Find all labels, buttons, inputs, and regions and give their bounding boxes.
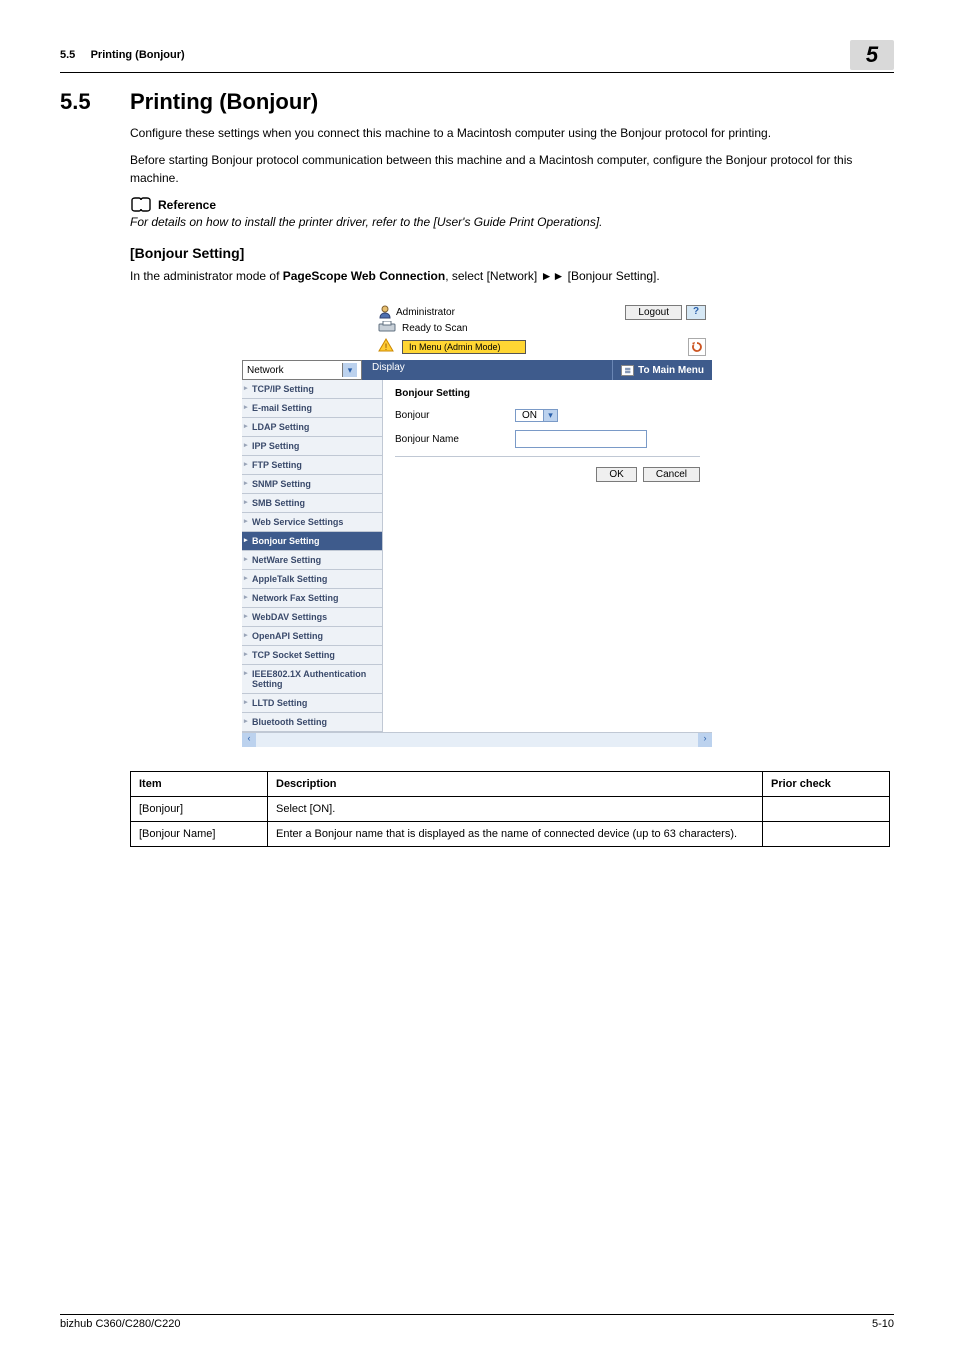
paragraph-1: Configure these settings when you connec… — [130, 125, 894, 142]
table-cell — [763, 822, 890, 847]
sidebar-item[interactable]: LDAP Setting — [242, 418, 382, 437]
panel-toolbar: Network ▾ Display ≣ To Main Menu — [242, 360, 712, 380]
sidebar-item[interactable]: OpenAPI Setting — [242, 627, 382, 646]
refresh-button[interactable] — [688, 338, 706, 356]
bonjour-select[interactable]: ON ▾ — [515, 409, 558, 422]
reference-icon — [130, 197, 152, 213]
chevron-down-icon: ▾ — [543, 410, 557, 421]
table-header-row: Item Description Prior check — [131, 772, 890, 797]
printer-icon — [378, 321, 398, 336]
ready-line: Ready to Scan — [378, 321, 526, 336]
main-menu-button[interactable]: ≣ To Main Menu — [612, 360, 712, 380]
table-row: [Bonjour Name]Enter a Bonjour name that … — [131, 822, 890, 847]
main-menu-icon: ≣ — [621, 365, 634, 376]
content-area: Bonjour Setting Bonjour ON ▾ Bonjour Nam… — [383, 380, 712, 732]
sidebar-item[interactable]: FTP Setting — [242, 456, 382, 475]
running-header: 5.5 Printing (Bonjour) 5 — [60, 40, 894, 73]
administrator-label: Administrator — [396, 307, 455, 318]
sidebar-item[interactable]: Bluetooth Setting — [242, 713, 382, 732]
scroll-left-icon[interactable]: ‹ — [242, 733, 256, 747]
sidebar-item[interactable]: Bonjour Setting — [242, 532, 382, 551]
sidebar-item[interactable]: Web Service Settings — [242, 513, 382, 532]
admin-line: Administrator — [378, 305, 526, 319]
chapter-badge: 5 — [850, 40, 894, 70]
ready-label: Ready to Scan — [402, 323, 468, 334]
menu-mode-label: In Menu (Admin Mode) — [402, 340, 526, 354]
category-dropdown-value: Network — [247, 365, 284, 376]
button-row: OK Cancel — [395, 467, 700, 482]
table-cell — [763, 797, 890, 822]
table-header: Prior check — [763, 772, 890, 797]
menu-mode-line: ! In Menu (Admin Mode) — [378, 338, 526, 355]
bonjour-name-row: Bonjour Name — [395, 430, 700, 448]
table-header: Description — [268, 772, 763, 797]
sidebar-item[interactable]: LLTD Setting — [242, 694, 382, 713]
bonjour-label: Bonjour — [395, 410, 515, 421]
sidebar-item[interactable]: Network Fax Setting — [242, 589, 382, 608]
header-section-title: Printing (Bonjour) — [91, 49, 185, 61]
running-header-left: 5.5 Printing (Bonjour) — [60, 49, 185, 61]
display-button[interactable]: Display — [362, 360, 415, 380]
bonjour-row: Bonjour ON ▾ — [395, 409, 700, 422]
table-row: [Bonjour]Select [ON]. — [131, 797, 890, 822]
sidebar-item[interactable]: SNMP Setting — [242, 475, 382, 494]
reference-text: For details on how to install the printe… — [130, 215, 894, 229]
footer-right: 5-10 — [872, 1318, 894, 1330]
divider — [395, 456, 700, 457]
sidebar-item[interactable]: SMB Setting — [242, 494, 382, 513]
sidebar-item[interactable]: NetWare Setting — [242, 551, 382, 570]
table-cell: [Bonjour] — [131, 797, 268, 822]
reference-label: Reference — [158, 198, 216, 212]
page-footer: bizhub C360/C280/C220 5-10 — [60, 1314, 894, 1330]
category-dropdown[interactable]: Network ▾ — [242, 360, 362, 380]
subheading: [Bonjour Setting] — [130, 245, 894, 261]
web-connection-panel: Administrator Ready to Scan ! In Menu (A… — [242, 297, 712, 747]
warning-icon: ! — [378, 338, 398, 355]
header-section-number: 5.5 — [60, 49, 75, 61]
instruction-pre: In the administrator mode of — [130, 269, 283, 283]
table-cell: Enter a Bonjour name that is displayed a… — [268, 822, 763, 847]
ok-button[interactable]: OK — [596, 467, 636, 482]
table-header: Item — [131, 772, 268, 797]
footer-left: bizhub C360/C280/C220 — [60, 1318, 180, 1330]
sidebar-item[interactable]: E-mail Setting — [242, 399, 382, 418]
instruction-line: In the administrator mode of PageScope W… — [130, 269, 894, 283]
sidebar-item[interactable]: IEEE802.1X Authentication Setting — [242, 665, 382, 694]
chevron-down-icon: ▾ — [342, 363, 357, 377]
heading-title: Printing (Bonjour) — [130, 89, 318, 115]
horizontal-scrollbar[interactable]: ‹ › — [242, 732, 712, 747]
table-cell: [Bonjour Name] — [131, 822, 268, 847]
sidebar-item[interactable]: IPP Setting — [242, 437, 382, 456]
admin-block: Administrator Ready to Scan ! In Menu (A… — [378, 305, 526, 355]
content-title: Bonjour Setting — [395, 388, 700, 399]
paragraph-2: Before starting Bonjour protocol communi… — [130, 152, 894, 187]
scroll-right-icon[interactable]: › — [698, 733, 712, 747]
description-table: Item Description Prior check [Bonjour]Se… — [130, 771, 890, 847]
main-menu-label: To Main Menu — [638, 365, 704, 376]
table-cell: Select [ON]. — [268, 797, 763, 822]
panel-body: TCP/IP SettingE-mail SettingLDAP Setting… — [242, 380, 712, 732]
panel-top: Administrator Ready to Scan ! In Menu (A… — [242, 297, 712, 360]
sidebar-item[interactable]: TCP Socket Setting — [242, 646, 382, 665]
logout-button[interactable]: Logout — [625, 305, 682, 320]
sidebar-item[interactable]: TCP/IP Setting — [242, 380, 382, 399]
cancel-button[interactable]: Cancel — [643, 467, 700, 482]
instruction-post: , select [Network] ►► [Bonjour Setting]. — [445, 269, 660, 283]
sidebar-item[interactable]: WebDAV Settings — [242, 608, 382, 627]
panel-top-right: Logout ? — [625, 305, 706, 356]
bonjour-name-input[interactable] — [515, 430, 647, 448]
bonjour-select-value: ON — [516, 410, 543, 421]
administrator-icon — [378, 305, 392, 319]
help-button[interactable]: ? — [686, 305, 706, 320]
reference-row: Reference — [130, 197, 894, 213]
heading-row: 5.5 Printing (Bonjour) — [60, 89, 894, 115]
heading-number: 5.5 — [60, 89, 130, 115]
sidebar-item[interactable]: AppleTalk Setting — [242, 570, 382, 589]
sidebar: TCP/IP SettingE-mail SettingLDAP Setting… — [242, 380, 383, 732]
instruction-bold: PageScope Web Connection — [283, 269, 445, 283]
logout-row: Logout ? — [625, 305, 706, 320]
bonjour-name-label: Bonjour Name — [395, 434, 515, 445]
svg-text:!: ! — [385, 342, 388, 352]
